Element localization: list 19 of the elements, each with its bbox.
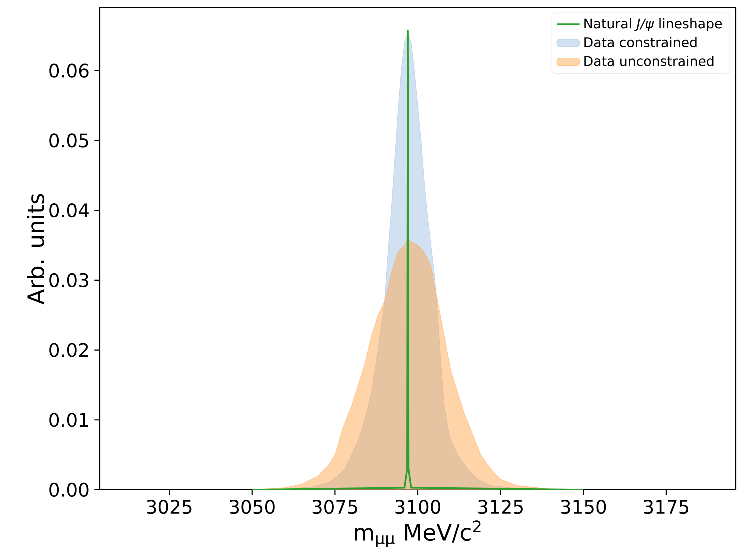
y-tick-label: 0.05 <box>50 134 88 148</box>
x-tick-label: 3175 <box>644 500 689 514</box>
x-tick-label: 3025 <box>147 500 192 514</box>
x-tick-label: 3075 <box>312 500 358 514</box>
legend-label: Natural J/ψ lineshape <box>584 18 722 32</box>
y-tick-label: 0.06 <box>50 64 89 78</box>
legend-label: Data unconstrained <box>584 56 714 66</box>
x-axis-title: m$_{μμ}$ MeV/c$^{2}$ <box>355 520 481 548</box>
x-tick-label: 3125 <box>478 500 523 514</box>
x-tick-label: 3100 <box>396 500 441 514</box>
y-tick-label: 0.01 <box>50 413 88 428</box>
legend-label: Data constrained <box>584 37 697 48</box>
y-axis-title: Arb. units <box>27 194 45 305</box>
y-tick-label: 0.04 <box>50 204 89 218</box>
y-tick-label: 0.03 <box>50 273 88 288</box>
y-tick-label: 0.00 <box>50 482 89 498</box>
x-tick-label: 3150 <box>561 500 606 514</box>
x-tick-label: 3050 <box>230 500 275 514</box>
y-tick-label: 0.02 <box>50 343 88 358</box>
